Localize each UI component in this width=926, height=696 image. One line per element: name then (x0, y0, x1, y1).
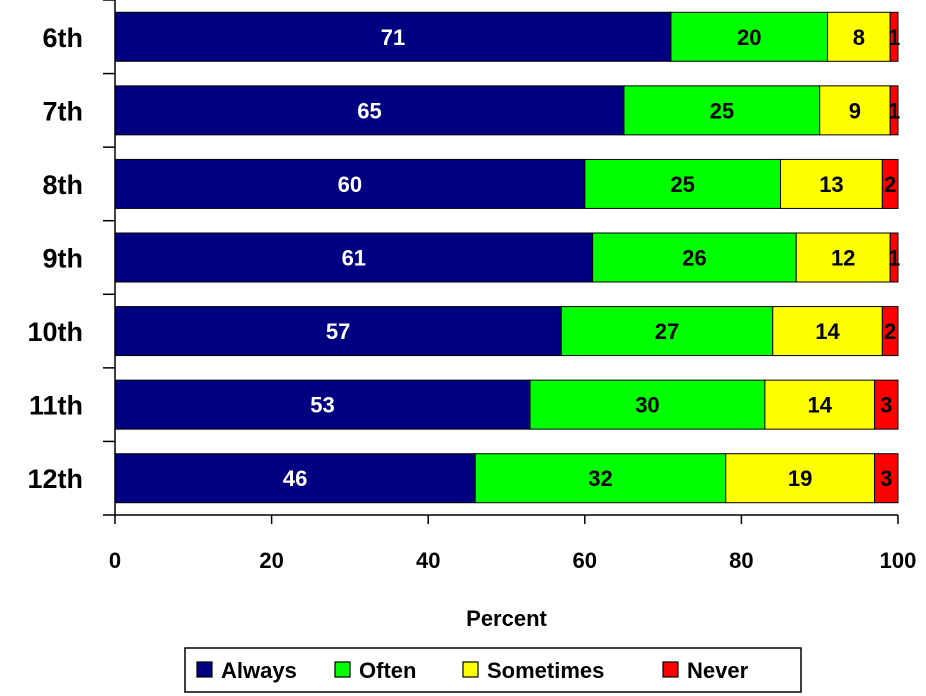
bar-never-9th (889, 232, 899, 283)
legend-box (184, 647, 802, 693)
bar-sometimes-6th (827, 11, 891, 62)
category-label-11th: 11th (29, 391, 83, 421)
bar-never-10th (881, 306, 899, 357)
data-label-always-10th: 57 (326, 319, 350, 344)
legend-label-sometimes: Sometimes (487, 658, 604, 683)
legend-label-often: Often (359, 658, 416, 683)
category-label-12th: 12th (27, 464, 83, 494)
bar-always-6th (114, 11, 672, 62)
bar-always-10th (114, 306, 562, 357)
data-label-sometimes-7th: 9 (849, 98, 861, 123)
bars-layer: 71 20 8 165 25 9 160 25 13 261 26 12 157 27 14 253 30 14 3… (114, 11, 900, 504)
data-label-sometimes-9th: 12 (831, 246, 855, 271)
bar-always-9th (114, 232, 594, 283)
data-label-often-11th: 30 (635, 393, 659, 418)
bar-often-8th (584, 158, 782, 209)
bar-often-10th (560, 306, 774, 357)
category-label-8th: 8th (43, 170, 84, 200)
bar-always-12th (114, 453, 476, 504)
data-label-sometimes-8th: 13 (819, 172, 843, 197)
axes-layer: 6th 7th 8th 9th 10th 11th 12th 0 20 40 60 80 100 Perc… (27, 0, 916, 631)
bar-never-7th (889, 85, 899, 136)
data-label-often-12th: 32 (588, 466, 612, 491)
data-label-never-8th: 2 (884, 172, 896, 197)
legend-swatch-always (196, 661, 213, 678)
data-label-never-12th: 3 (880, 466, 892, 491)
data-label-never-11th: 3 (880, 393, 892, 418)
bar-sometimes-10th (772, 306, 883, 357)
bar-often-9th (592, 232, 797, 283)
data-label-often-7th: 25 (710, 98, 734, 123)
bar-never-6th (889, 11, 899, 62)
data-label-always-11th: 53 (310, 393, 334, 418)
legend-label-always: Always (221, 658, 297, 683)
legend-swatch-sometimes (462, 661, 479, 678)
data-label-always-6th: 71 (381, 25, 405, 50)
data-label-sometimes-10th: 14 (815, 319, 840, 344)
bar-sometimes-12th (725, 453, 876, 504)
data-label-always-7th: 65 (357, 98, 381, 123)
data-label-often-6th: 20 (737, 25, 761, 50)
bar-always-11th (114, 379, 531, 430)
data-label-never-6th: 1 (888, 25, 900, 50)
category-label-10th: 10th (27, 317, 83, 347)
bar-sometimes-9th (795, 232, 891, 283)
data-label-sometimes-6th: 8 (853, 25, 865, 50)
bar-never-11th (874, 379, 899, 430)
x-tick-label-60: 60 (573, 548, 597, 573)
x-tick-label-80: 80 (729, 548, 753, 573)
bar-often-6th (670, 11, 829, 62)
data-label-sometimes-11th: 14 (807, 393, 832, 418)
data-label-often-9th: 26 (682, 246, 706, 271)
data-label-often-10th: 27 (655, 319, 679, 344)
data-label-always-12th: 46 (283, 466, 307, 491)
data-label-never-7th: 1 (888, 98, 900, 123)
category-label-6th: 6th (43, 23, 84, 53)
category-label-7th: 7th (43, 96, 84, 126)
legend-swatch-often (334, 661, 351, 678)
bar-sometimes-11th (764, 379, 876, 430)
x-tick-label-0: 0 (109, 548, 121, 573)
legend-label-never: Never (687, 658, 749, 683)
x-tick-label-20: 20 (259, 548, 283, 573)
data-label-never-10th: 2 (884, 319, 896, 344)
bar-never-8th (881, 158, 899, 209)
data-label-sometimes-12th: 19 (788, 466, 812, 491)
bar-sometimes-7th (819, 85, 891, 136)
legend-swatch-never (662, 661, 679, 678)
bar-often-11th (529, 379, 766, 430)
x-tick-label-100: 100 (880, 548, 917, 573)
bar-always-8th (114, 158, 586, 209)
category-label-9th: 9th (43, 244, 84, 274)
bar-sometimes-8th (780, 158, 883, 209)
data-label-always-8th: 60 (338, 172, 362, 197)
bar-never-12th (874, 453, 899, 504)
legend: Always Often Sometimes Never (184, 647, 802, 693)
data-label-often-8th: 25 (670, 172, 694, 197)
data-label-always-9th: 61 (342, 246, 366, 271)
x-tick-label-40: 40 (416, 548, 440, 573)
bar-often-7th (623, 85, 821, 136)
x-axis-title: Percent (466, 606, 547, 631)
bar-often-12th (474, 453, 727, 504)
data-label-never-9th: 1 (888, 246, 900, 271)
